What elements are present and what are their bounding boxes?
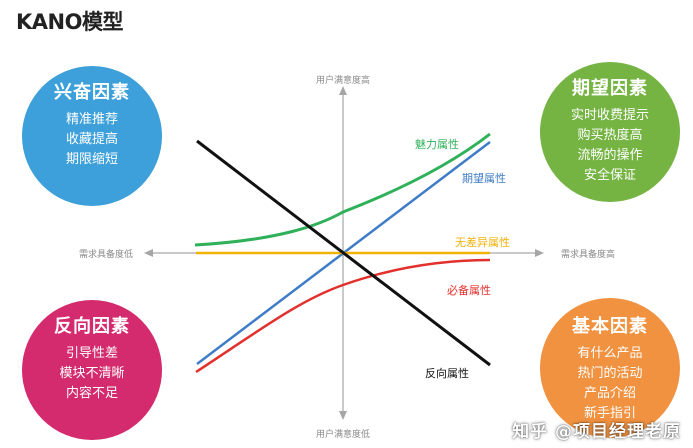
watermark: 知乎 @项目经理老原: [512, 422, 681, 442]
page-title: KANO模型: [16, 10, 123, 34]
performance-curve-label: 期望属性: [462, 171, 506, 185]
y-axis-arrow-bottom-icon: [339, 411, 347, 420]
reverse-factors-title: 反向因素: [54, 316, 130, 337]
x-axis-arrow-left-icon: [144, 249, 153, 257]
basic-factors-circle: 基本因素 有什么产品 热门的活动 产品介绍 新手指引: [540, 298, 680, 438]
performance-factor-item: 流畅的操作: [577, 148, 643, 163]
attractive-curve-label: 魅力属性: [415, 137, 459, 151]
reverse-curve: [196, 139, 491, 367]
performance-factors-circle: 期望因素 实时收费提示 购买热度高 流畅的操作 安全保证: [540, 62, 680, 202]
reverse-factor-item: 引导性差: [65, 346, 118, 361]
must-be-curve: [195, 258, 491, 374]
reverse-factor-item: 模块不清晰: [59, 366, 125, 381]
performance-factor-item: 实时收费提示: [570, 108, 649, 123]
excitement-factor-item: 收藏提高: [65, 132, 118, 147]
must-be-curve-label: 必备属性: [447, 283, 491, 297]
excitement-factors-circle: 兴奋因素 精准推荐 收藏提高 期限缩短: [22, 66, 162, 206]
excitement-factors-title: 兴奋因素: [54, 82, 130, 103]
reverse-factor-item: 内容不足: [65, 386, 118, 401]
performance-factor-item: 安全保证: [583, 168, 636, 183]
basic-factors-title: 基本因素: [572, 316, 648, 337]
x-axis-right-label: 需求具备度高: [561, 248, 615, 260]
x-axis-left-label: 需求具备度低: [79, 248, 133, 260]
excitement-factor-item: 精准推荐: [65, 112, 118, 127]
performance-factors-title: 期望因素: [572, 78, 648, 99]
attractive-curve: [194, 132, 491, 247]
basic-factor-item: 热门的活动: [577, 366, 643, 381]
basic-factor-item: 新手指引: [583, 406, 636, 421]
excitement-factor-item: 期限缩短: [65, 152, 118, 167]
reverse-curve-label: 反向属性: [425, 366, 469, 380]
y-axis-bottom-label: 用户满意度低: [316, 428, 370, 440]
basic-factor-item: 产品介绍: [583, 386, 636, 401]
basic-factor-item: 有什么产品: [577, 346, 643, 361]
y-axis-arrow-top-icon: [339, 86, 347, 95]
y-axis-top-label: 用户满意度高: [316, 74, 370, 86]
performance-factor-item: 购买热度高: [577, 128, 643, 143]
reverse-factors-circle: 反向因素 引导性差 模块不清晰 内容不足: [22, 300, 162, 440]
indifferent-curve-label: 无差异属性: [455, 235, 510, 249]
x-axis-arrow-right-icon: [535, 249, 544, 257]
